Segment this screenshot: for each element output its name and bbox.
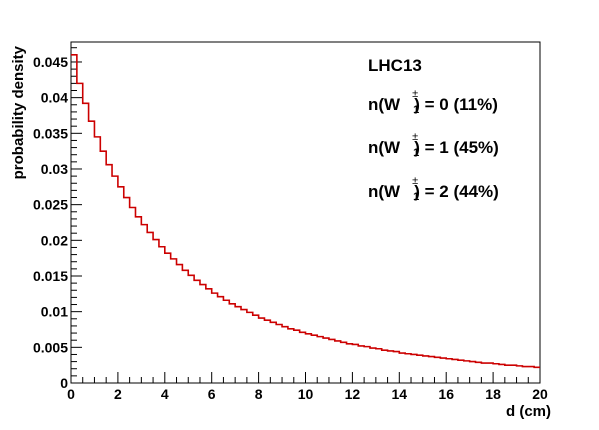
x-tick-label: 14 [392,386,408,402]
sub-1-0: 1 [413,104,420,116]
plus-minus-sup-2: ± [412,175,419,187]
x-tick-label: 4 [161,386,169,402]
w-script-1: ±1 [400,132,419,159]
y-tick-label: 0 [60,375,68,391]
y-tick-label: 0.015 [33,268,68,284]
sub-1-1: 1 [413,147,420,159]
x-axis-title: d (cm) [506,403,551,420]
x-tick-label: 2 [114,386,122,402]
legend-row-1: n(W ±1 ) = 1 (45%) [368,132,499,159]
legend-row-2-prefix: n(W [368,182,401,201]
x-tick-label: 20 [532,386,548,402]
y-tick-label: 0.005 [33,339,68,355]
x-tick-label: 0 [67,386,75,402]
legend-row-0: n(W ±1 ) = 0 (11%) [368,89,498,116]
w-script-0: ±1 [400,89,419,116]
histogram-line [71,54,540,369]
tick-labels: 0 2 4 6 8 10 12 14 16 18 20 0 0.005 0.01 0.015 0.02 0.02… [33,54,548,402]
x-tick-label: 6 [208,386,216,402]
legend-row-1-prefix: n(W [368,138,401,157]
x-tick-label: 10 [298,386,314,402]
y-axis-title: probability density [10,45,27,179]
legend-row-2: n(W ±1 ) = 2 (44%) [368,176,499,203]
plus-minus-sup-1: ± [412,131,419,143]
y-tick-label: 0.045 [33,54,68,70]
y-tick-label: 0.035 [33,125,68,141]
w-script-2: ±1 [400,176,419,203]
collider-label: LHC13 [368,56,422,75]
legend-row-1-suffix: ) = 1 (45%) [414,138,499,157]
y-tick-label: 0.03 [41,161,68,177]
legend-row-0-suffix: ) = 0 (11%) [414,95,498,114]
y-tick-label: 0.025 [33,197,68,213]
plus-minus-sup-0: ± [412,88,419,100]
y-tick-label: 0.04 [41,90,68,106]
sub-1-2: 1 [413,191,420,203]
x-tick-label: 12 [345,386,361,402]
legend-row-2-suffix: ) = 2 (44%) [414,182,499,201]
y-tick-label: 0.01 [41,304,68,320]
y-tick-label: 0.02 [41,232,68,248]
x-tick-label: 8 [255,386,263,402]
axis-ticks [70,47,541,384]
legend-row-0-prefix: n(W [368,95,401,114]
x-tick-label: 16 [438,386,454,402]
x-tick-label: 18 [485,386,501,402]
